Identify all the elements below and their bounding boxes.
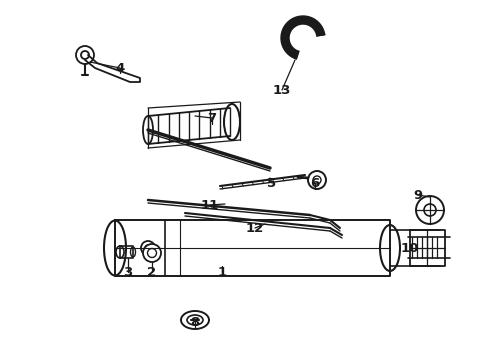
- Polygon shape: [281, 16, 325, 59]
- Text: 2: 2: [147, 266, 157, 279]
- Circle shape: [424, 204, 436, 216]
- Circle shape: [308, 171, 326, 189]
- Text: 12: 12: [246, 221, 264, 234]
- Ellipse shape: [224, 104, 240, 140]
- Circle shape: [145, 245, 151, 251]
- Text: 4: 4: [115, 62, 124, 75]
- Circle shape: [416, 196, 444, 224]
- Circle shape: [81, 51, 89, 59]
- Text: 1: 1: [218, 266, 226, 279]
- Text: 9: 9: [414, 189, 422, 202]
- Ellipse shape: [181, 311, 209, 329]
- Text: 11: 11: [201, 198, 219, 212]
- Circle shape: [147, 248, 156, 257]
- Text: 10: 10: [401, 242, 419, 255]
- Text: 13: 13: [273, 84, 291, 96]
- Circle shape: [141, 241, 155, 255]
- Ellipse shape: [380, 225, 400, 271]
- Ellipse shape: [104, 220, 126, 275]
- Circle shape: [143, 244, 161, 262]
- Circle shape: [76, 46, 94, 64]
- Text: 8: 8: [191, 315, 199, 328]
- Text: 5: 5: [268, 176, 276, 189]
- Text: 3: 3: [123, 266, 133, 279]
- Ellipse shape: [116, 246, 124, 258]
- Ellipse shape: [130, 247, 136, 257]
- Text: 6: 6: [310, 176, 319, 189]
- Text: 7: 7: [207, 112, 217, 125]
- Ellipse shape: [187, 315, 203, 325]
- Circle shape: [313, 176, 321, 184]
- Ellipse shape: [143, 116, 153, 144]
